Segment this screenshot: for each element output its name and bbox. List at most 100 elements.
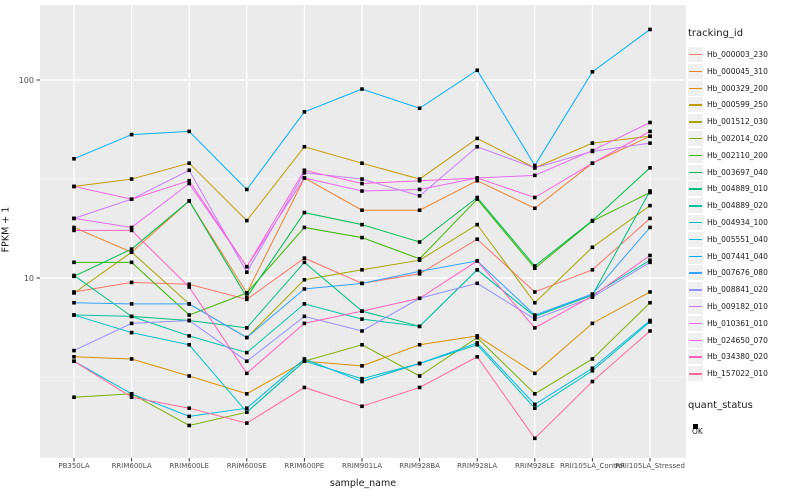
data-point [590, 148, 595, 153]
data-point [417, 208, 422, 213]
data-point [417, 106, 422, 111]
x-tick-label: RRIM901LA [342, 462, 382, 470]
y-tick-label: 10 [24, 274, 34, 283]
data-point [590, 366, 595, 371]
legend-item: Hb_010361_010 [688, 315, 798, 331]
data-point [475, 341, 479, 345]
data-point [245, 421, 249, 425]
series-line-icon [688, 282, 703, 298]
x-tick-label: RRIM928LE [515, 462, 555, 470]
data-point [360, 208, 364, 213]
series-line-icon [688, 332, 703, 348]
data-point [533, 266, 537, 271]
x-tick-labels: PB350LA RRIM600LA RRIM600LE RRIM600SE RRIM60… [58, 462, 685, 470]
legend-item: Hb_001512_030 [688, 114, 798, 130]
data-point [72, 291, 76, 295]
data-point [187, 318, 191, 323]
data-point [417, 361, 422, 366]
data-point [648, 225, 652, 230]
series-line-icon [688, 97, 703, 113]
data-point [648, 216, 652, 221]
data-point [302, 176, 307, 180]
data-point [590, 292, 595, 296]
legend-label: Hb_007441_040 [707, 251, 768, 261]
data-point [245, 359, 249, 364]
data-point [590, 368, 595, 373]
legend-item: Hb_007676_080 [688, 265, 798, 281]
data-point [72, 313, 76, 317]
legend-item: Hb_002014_020 [688, 130, 798, 146]
data-point [302, 144, 307, 149]
data-point [533, 290, 537, 294]
data-point [648, 129, 652, 134]
plot-panel [40, 5, 686, 458]
data-point [302, 287, 307, 291]
data-point [590, 141, 595, 145]
series-line-icon [688, 47, 703, 62]
legend-label: Hb_007676_080 [707, 268, 768, 278]
data-point [533, 264, 537, 268]
data-point [360, 181, 364, 186]
data-point [72, 260, 76, 265]
data-point [245, 326, 249, 330]
series-line-icon [688, 181, 703, 197]
data-point [187, 374, 191, 378]
data-point [648, 166, 652, 170]
data-point [533, 195, 537, 200]
data-point [533, 406, 537, 411]
legend-items: Hb_000003_230 Hb_000045_310 Hb_000329_200 H… [688, 47, 798, 382]
legend-label: Hb_005551_040 [707, 234, 768, 244]
y-tick-label: 100 [19, 76, 34, 85]
data-point [129, 177, 134, 181]
legend-label: Hb_004889_010 [707, 184, 768, 194]
legend-label: Hb_002014_020 [707, 133, 768, 143]
data-point [475, 237, 479, 242]
legend-label: Hb_008841_020 [707, 285, 768, 295]
series-line-icon [688, 198, 703, 214]
data-point [187, 285, 191, 289]
data-point [72, 156, 76, 161]
data-point [590, 70, 595, 74]
legend-title-tracking-id: tracking_id [688, 28, 744, 39]
legend-label: Hb_000045_310 [707, 66, 768, 76]
data-point [187, 161, 191, 166]
data-point [302, 357, 307, 361]
data-point [475, 144, 479, 149]
data-point [72, 300, 76, 305]
data-point [417, 272, 422, 276]
x-tick-label: RRIM600PE [284, 462, 324, 470]
legend-item: Hb_000003_230 [688, 47, 798, 62]
data-point [360, 379, 364, 384]
data-point [590, 294, 595, 298]
series-line-icon [688, 248, 703, 264]
data-point [590, 268, 595, 272]
series-line-icon [688, 114, 703, 130]
data-point [245, 371, 249, 376]
data-point [417, 187, 422, 192]
legend: tracking_id Hb_000003_230 Hb_000045_310 Hb… [688, 28, 798, 438]
legend-item: Hb_004934_100 [688, 214, 798, 230]
data-point [72, 354, 76, 359]
data-point [648, 120, 652, 125]
data-point [129, 392, 134, 396]
data-point [129, 225, 134, 230]
legend-item: Hb_008841_020 [688, 282, 798, 298]
legend-item-ok: OK [688, 419, 798, 438]
data-point [533, 206, 537, 211]
data-point [360, 317, 364, 321]
data-point [417, 240, 422, 244]
data-point [648, 27, 652, 32]
legend-label: Hb_001512_030 [707, 117, 768, 127]
x-tick-label: RRII105LA_Stressed [615, 462, 685, 470]
legend-label: Hb_004934_100 [707, 217, 768, 227]
data-point [475, 268, 479, 272]
data-point [648, 300, 652, 305]
data-point [72, 228, 76, 233]
data-point [360, 87, 364, 91]
data-point [302, 110, 307, 114]
data-point [129, 330, 134, 335]
data-point [129, 247, 134, 251]
data-point [648, 258, 652, 262]
x-tick-label: RRIM600LE [169, 462, 209, 470]
